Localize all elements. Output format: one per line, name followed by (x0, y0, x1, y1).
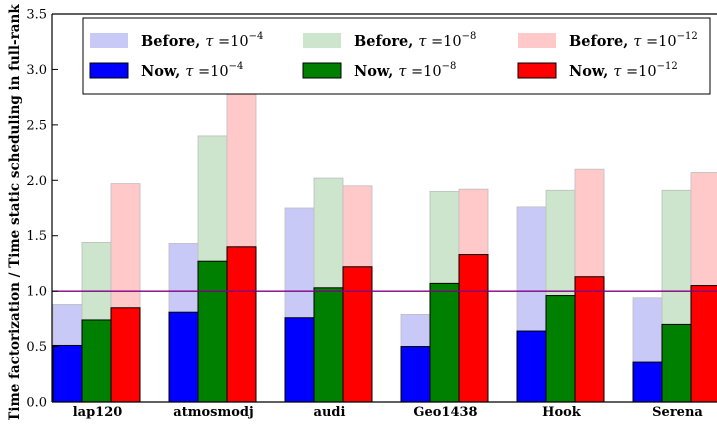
x-tick-label-hook: Hook (542, 405, 582, 420)
x-tick-label-serena: Serena (652, 405, 703, 420)
y-tick-label: 3.5 (26, 8, 47, 23)
bar-now-atmosmodj-tau12 (226, 246, 257, 403)
x-tick-label-audi: audi (314, 405, 346, 420)
legend-entry-label: Before, τ =10−8 (354, 31, 476, 50)
y-tick-label: 0.5 (26, 340, 47, 355)
y-tick-label: 0.0 (26, 396, 47, 411)
bar-now-serena-tau4 (632, 361, 663, 403)
bar-now-lap120-tau4 (52, 344, 83, 403)
legend-swatch (89, 62, 129, 79)
y-tick-label: 1.0 (26, 285, 47, 300)
axes-layer: 0.0 0.5 1.0 1.5 2.0 2.5 3.0 3.5 (26, 8, 717, 411)
legend-box (82, 17, 711, 95)
legend-swatch (302, 62, 342, 79)
legend-entry-label: Now, τ =10−4 (141, 61, 243, 80)
bar-now-hook-tau4 (516, 330, 547, 403)
bar-now-atmosmodj-tau8 (197, 260, 228, 403)
bar-now-lap120-tau8 (81, 319, 112, 403)
legend-entry-label: Before, τ =10−12 (569, 31, 698, 50)
bar-now-audi-tau8 (313, 287, 344, 403)
bar-now-geo1438-tau4 (400, 346, 431, 403)
legend-swatch (517, 62, 557, 79)
y-tick-label: 1.5 (26, 229, 47, 244)
bar-now-serena-tau8 (661, 323, 692, 403)
x-tick-label-geo1438: Geo1438 (413, 405, 477, 420)
bars-layer: lap120 atmosmodj audi Geo1438 Hook Serena (52, 91, 717, 420)
bar-now-lap120-tau12 (110, 307, 141, 403)
bar-now-hook-tau8 (545, 295, 576, 403)
x-tick-label-atmosmodj: atmosmodj (173, 405, 253, 420)
y-axis-label: Time factorization / Time static schedul… (7, 4, 23, 420)
legend-swatch (518, 33, 556, 48)
bar-group-hook: Hook (516, 168, 605, 420)
bar-now-atmosmodj-tau4 (168, 311, 199, 403)
y-tick-label: 2.0 (26, 174, 47, 189)
x-tick-label-lap120: lap120 (73, 405, 123, 420)
legend: Before, τ =10−4 Before, τ =10−8 Before, τ … (82, 17, 711, 95)
bar-now-geo1438-tau12 (458, 254, 489, 403)
bar-group-serena: Serena (632, 172, 717, 420)
legend-swatch (90, 33, 128, 48)
bar-group-geo1438: Geo1438 (400, 188, 489, 420)
y-tick-label: 2.5 (26, 118, 47, 133)
bar-group-atmosmodj: atmosmodj (168, 91, 257, 420)
legend-entry-label: Now, τ =10−12 (569, 61, 678, 80)
bar-now-audi-tau4 (284, 317, 315, 403)
bar-now-audi-tau12 (342, 266, 373, 403)
bar-now-geo1438-tau8 (429, 282, 460, 403)
legend-entry-label: Before, τ =10−4 (141, 31, 263, 50)
legend-entry-label: Now, τ =10−8 (354, 61, 456, 80)
bar-group-audi: audi (284, 177, 373, 420)
bar-now-hook-tau12 (574, 276, 605, 403)
y-tick-label: 3.0 (26, 63, 47, 78)
bar-now-serena-tau12 (690, 285, 717, 403)
bar-group-lap120: lap120 (52, 183, 141, 420)
legend-swatch (303, 33, 341, 48)
